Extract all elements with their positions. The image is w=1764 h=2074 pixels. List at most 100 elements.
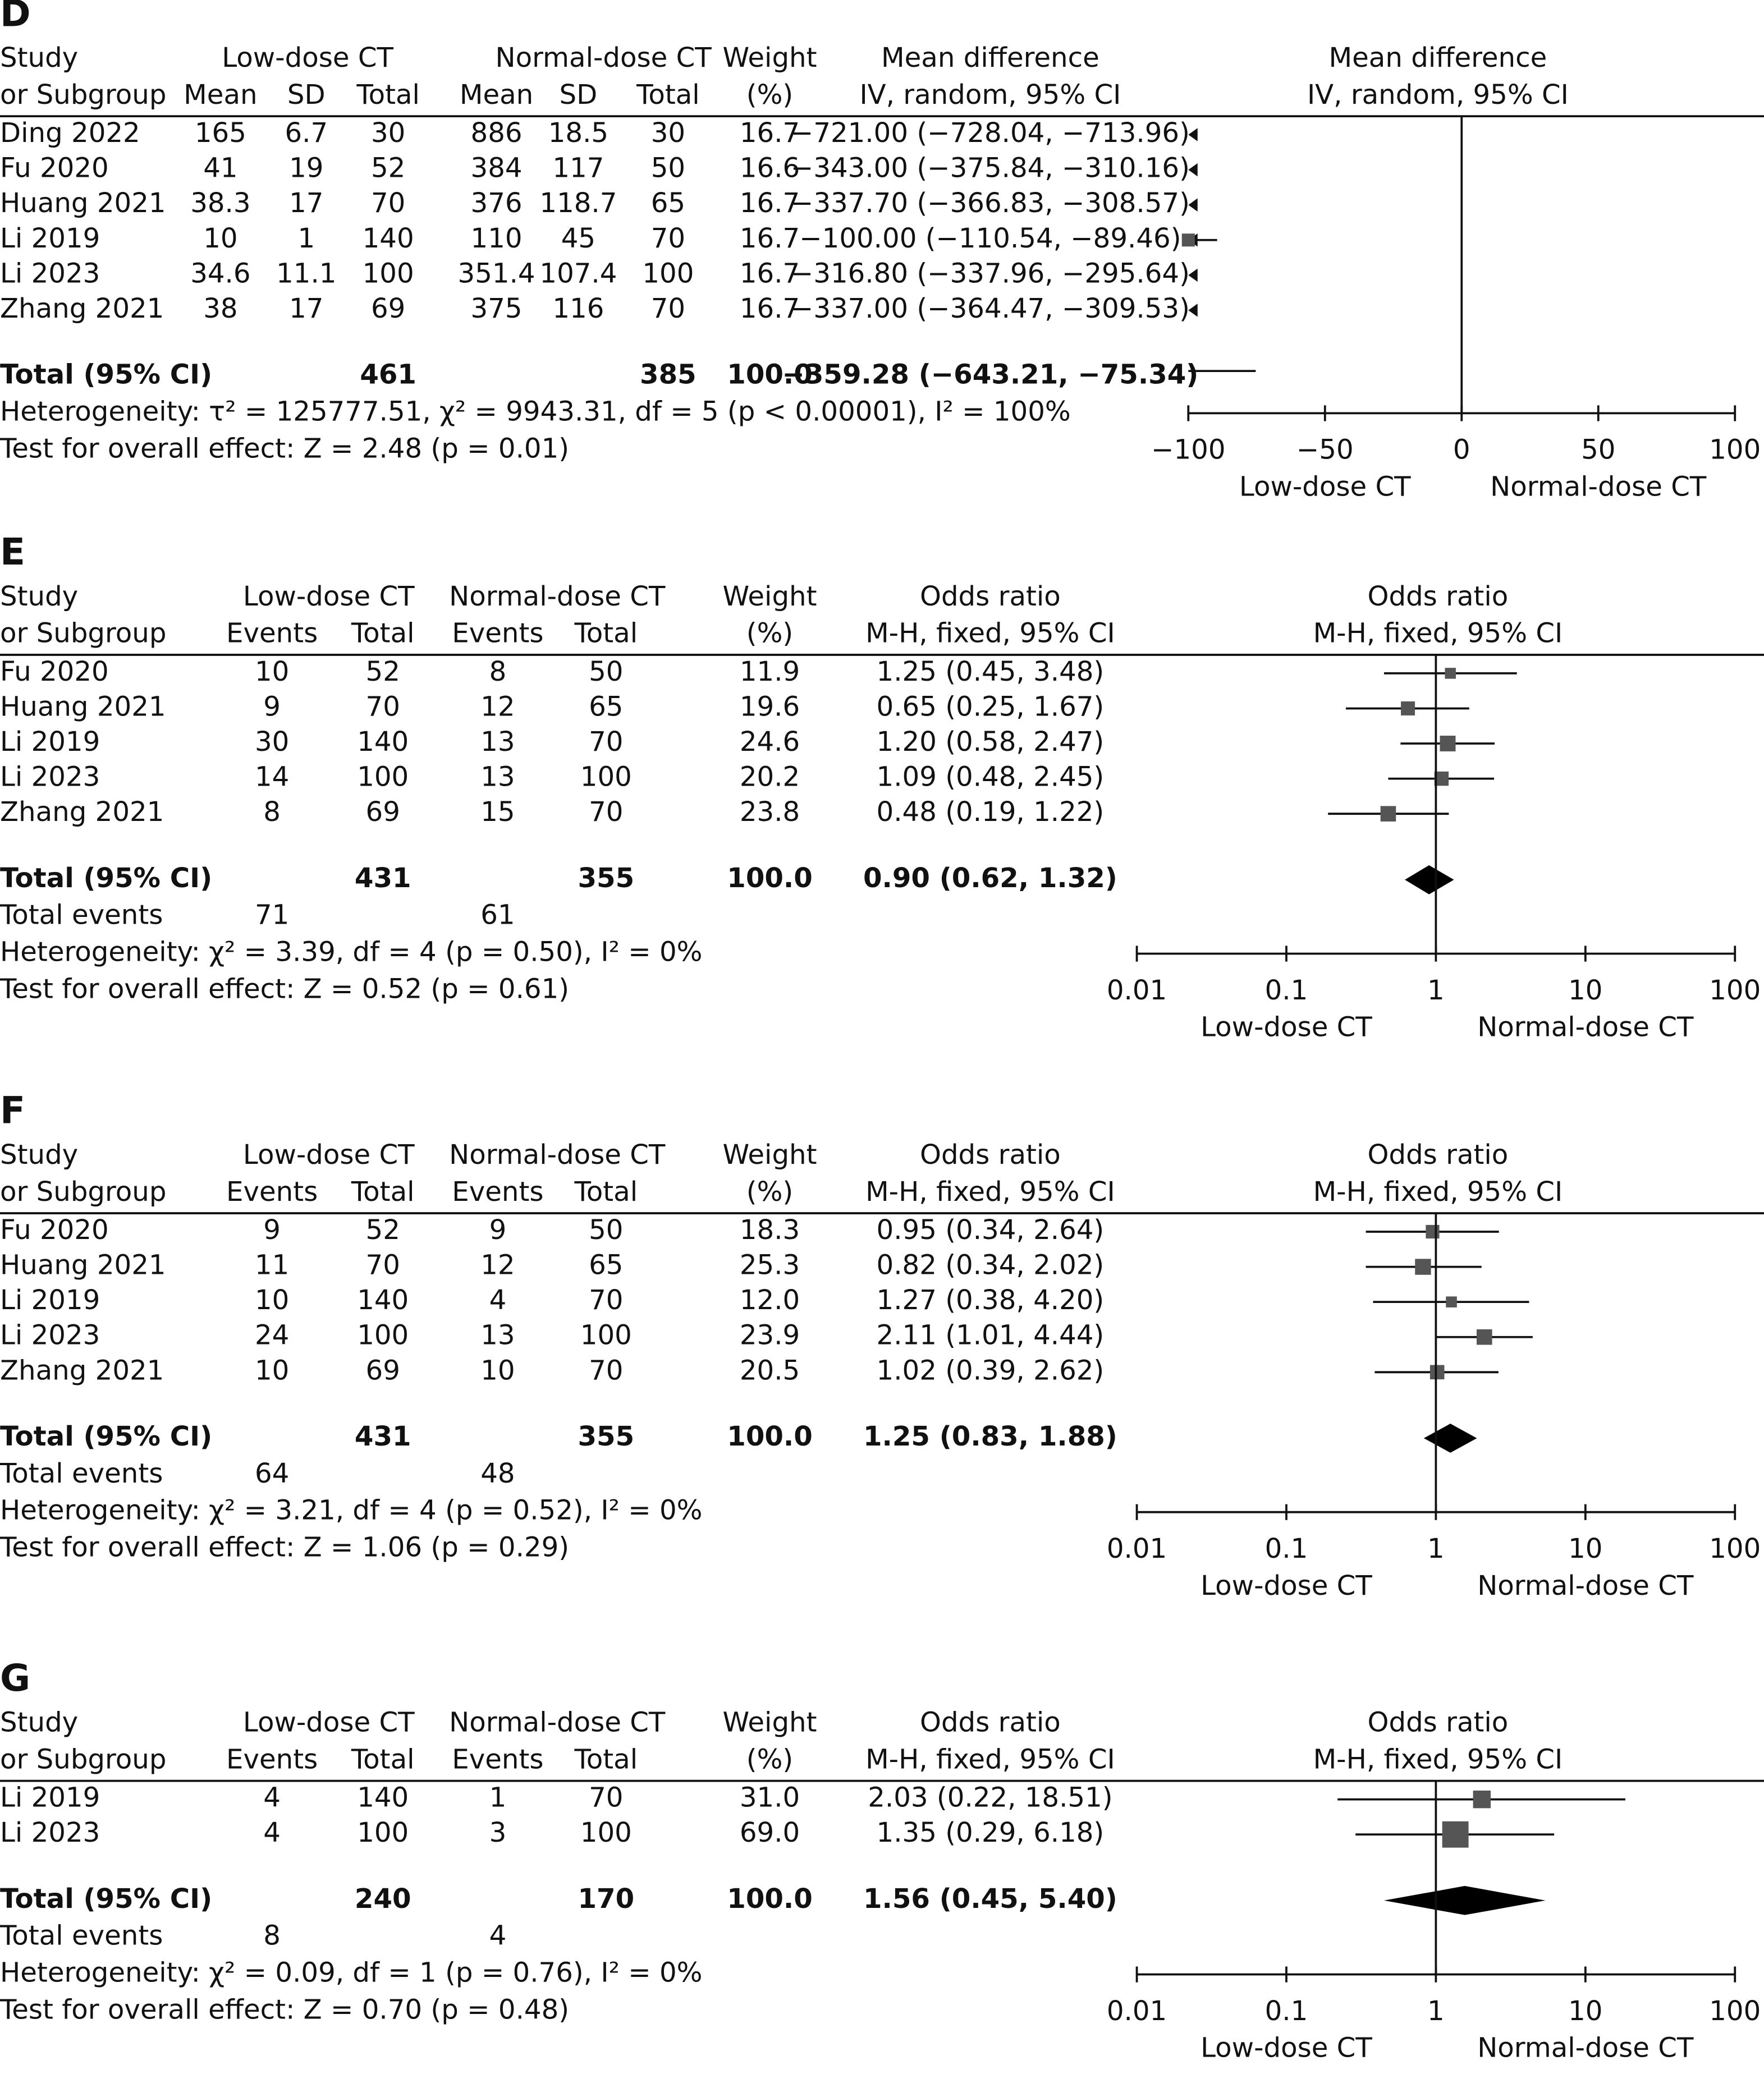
ci-arrow [1188,128,1198,141]
x-tick-label: 100 [1709,1995,1761,2027]
heterogeneity: Heterogeneity: χ² = 3.39, df = 4 (p = 0.… [0,937,702,968]
table-cell: 100 [357,1320,409,1351]
total-label: Total (95% CI) [0,1421,212,1452]
table-cell: 30 [255,726,289,758]
table-cell: 100 [580,1817,632,1848]
total-label: Total (95% CI) [0,862,212,894]
overall-effect: Test for overall effect: Z = 1.06 (p = 0… [0,1532,569,1563]
study-square [1415,1259,1431,1275]
table-cell: 70 [371,187,405,219]
x-tick-label: −100 [1151,434,1225,466]
column-header: Low-dose CT [243,1139,415,1171]
column-header: Odds ratio [920,1139,1061,1171]
table-cell: 24 [255,1320,289,1351]
table-cell: 10 [255,656,289,687]
total-cell: 355 [578,862,634,894]
table-cell: 100 [580,761,632,793]
column-header: Mean difference [1329,42,1547,74]
x-tick-label: 0.1 [1265,1995,1308,2027]
study-name: Ding 2022 [0,117,140,149]
study-name: Huang 2021 [0,691,166,722]
table-cell: 70 [589,796,623,828]
study-name: Zhang 2021 [0,293,164,324]
column-header: or Subgroup [0,79,166,111]
total-events-cell: 48 [480,1458,515,1489]
estimate-label: 0.65 (0.25, 1.67) [877,691,1105,722]
column-header: Total [574,618,638,649]
table-cell: 70 [651,293,685,324]
column-header: M-H, fixed, 95% CI [865,1743,1115,1775]
column-header: Events [452,1743,543,1775]
weight: 16.6 [740,153,800,184]
weight: 18.3 [740,1214,800,1246]
estimate-label: 0.82 (0.34, 2.02) [877,1250,1105,1281]
table-cell: 17 [289,187,323,219]
study-square [1401,701,1415,715]
table-cell: 52 [366,656,400,687]
total-estimate-label: −359.28 (−643.21, −75.34) [782,359,1198,391]
study-name: Fu 2020 [0,656,109,687]
column-header: Normal-dose CT [449,581,666,612]
estimate-label: 1.09 (0.48, 2.45) [877,761,1105,793]
weight: 23.9 [740,1320,800,1351]
table-cell: 14 [255,761,289,793]
total-weight: 100.0 [727,1883,813,1915]
total-weight: 100.0 [727,359,813,391]
x-tick-label: 50 [1581,434,1615,466]
table-cell: 45 [561,223,595,254]
column-header: Odds ratio [920,581,1061,612]
column-header: Total [574,1176,638,1208]
column-header: Total [351,618,415,649]
table-cell: 69 [366,796,400,828]
study-name: Li 2023 [0,1320,100,1351]
study-name: Zhang 2021 [0,796,164,828]
study-square [1426,1224,1440,1239]
study-name: Huang 2021 [0,1250,166,1281]
column-header: Mean [460,79,533,111]
column-header: Events [226,1176,318,1208]
table-cell: 107.4 [539,258,617,289]
column-header: (%) [746,618,793,649]
column-header: Events [226,1743,318,1775]
table-cell: 34.6 [190,258,250,289]
x-tick-label: 100 [1709,434,1761,466]
column-header: Total [351,1176,415,1208]
table-cell: 100 [357,1817,409,1848]
column-header: Events [226,618,318,649]
table-cell: 100 [642,258,694,289]
column-header: Weight [723,581,817,612]
table-cell: 13 [480,1320,515,1351]
table-cell: 30 [651,117,685,149]
weight: 24.6 [740,726,800,758]
total-events-cell: 61 [480,900,515,931]
table-cell: 100 [363,258,414,289]
table-cell: 1 [297,223,315,254]
column-header: or Subgroup [0,618,166,649]
column-header: Mean difference [881,42,1099,74]
table-cell: 140 [363,223,414,254]
table-cell: 13 [480,761,515,793]
table-cell: 50 [589,1214,623,1246]
table-cell: 100 [357,761,409,793]
table-cell: 69 [366,1355,400,1386]
column-header: M-H, fixed, 95% CI [1313,1743,1563,1775]
column-header: Odds ratio [1368,581,1509,612]
table-cell: 65 [589,1250,623,1281]
table-cell: 15 [480,796,515,828]
column-header: Low-dose CT [243,581,415,612]
study-name: Li 2023 [0,761,100,793]
total-cell: 355 [578,1421,634,1452]
study-name: Zhang 2021 [0,1355,164,1386]
table-cell: 38 [203,293,237,324]
table-cell: 140 [357,1782,409,1814]
table-cell: 18.5 [548,117,608,149]
ci-arrow [1188,198,1198,212]
total-estimate-label: 1.56 (0.45, 5.40) [863,1883,1117,1915]
column-header: Low-dose CT [222,42,393,74]
weight: 16.7 [740,187,800,219]
estimate-label: 1.25 (0.45, 3.48) [877,656,1105,687]
column-header: or Subgroup [0,1743,166,1775]
table-cell: 165 [195,117,246,149]
overall-effect: Test for overall effect: Z = 0.70 (p = 0… [0,1994,569,2025]
study-square [1473,1790,1491,1809]
